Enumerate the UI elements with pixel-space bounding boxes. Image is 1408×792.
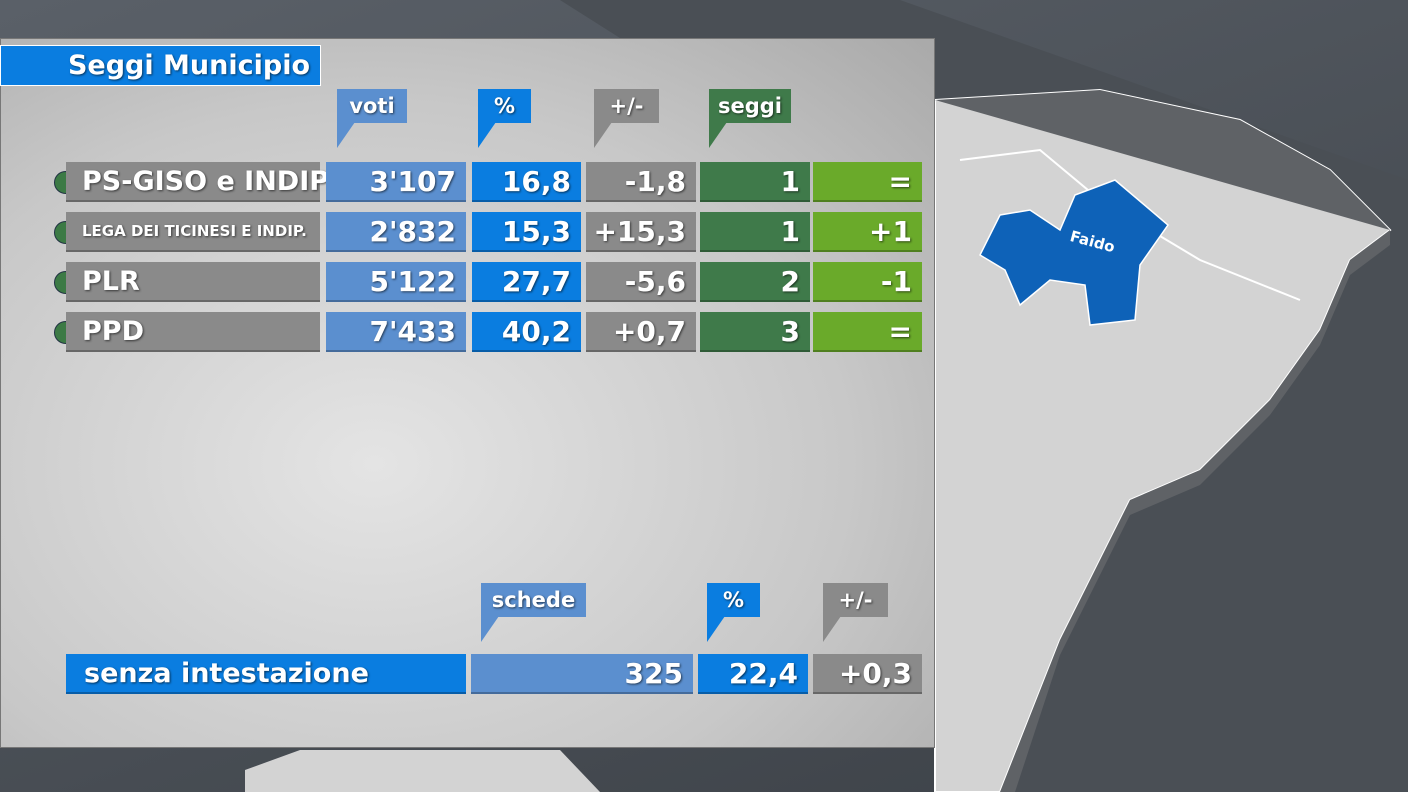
cell: 40,2 [472, 312, 581, 352]
summary-label: senza intestazione [66, 654, 466, 694]
cell: +1 [813, 212, 922, 252]
cell: -1 [813, 262, 922, 302]
summary-header: % [707, 583, 760, 642]
cell: -5,6 [586, 262, 696, 302]
panel [0, 38, 935, 748]
column-header: +/- [594, 89, 659, 148]
cell: 7'433 [326, 312, 466, 352]
party-name: PPD [66, 312, 320, 352]
cell: 1 [700, 212, 810, 252]
summary-cell: 22,4 [698, 654, 808, 694]
cell: = [813, 312, 922, 352]
summary-header: +/- [823, 583, 888, 642]
summary-header: schede [481, 583, 586, 642]
cell: = [813, 162, 922, 202]
cell: 1 [700, 162, 810, 202]
cell: 2'832 [326, 212, 466, 252]
cell: 16,8 [472, 162, 581, 202]
cell: 2 [700, 262, 810, 302]
cell: 3'107 [326, 162, 466, 202]
map-plane [560, 0, 1408, 792]
title: Seggi Municipio [0, 45, 321, 86]
summary-cell: 325 [471, 654, 693, 694]
party-name: LEGA DEI TICINESI E INDIP. [66, 212, 320, 252]
cell: +0,7 [586, 312, 696, 352]
column-header: voti [337, 89, 407, 148]
party-name: PLR [66, 262, 320, 302]
cell: 27,7 [472, 262, 581, 302]
cell: +15,3 [586, 212, 696, 252]
column-header: % [478, 89, 531, 148]
cell: 3 [700, 312, 810, 352]
highlight-region [979, 179, 1170, 326]
column-header: seggi [709, 89, 791, 148]
cell: 5'122 [326, 262, 466, 302]
map-region [245, 750, 600, 792]
cell: 15,3 [472, 212, 581, 252]
cell: -1,8 [586, 162, 696, 202]
summary-cell: +0,3 [813, 654, 922, 694]
party-name: PS-GISO e INDIP. [66, 162, 334, 202]
